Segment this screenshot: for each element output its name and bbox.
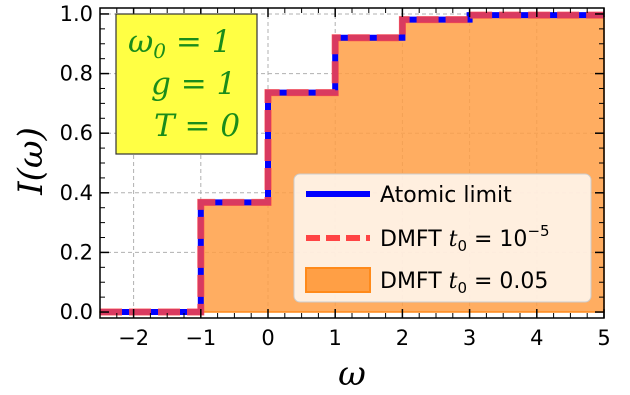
x-tick-label: −1 — [185, 326, 216, 350]
ticks: −2 −1 0 1 2 3 4 5 0.0 0.2 0.4 0.6 0.8 1.0 — [60, 2, 611, 350]
parameter-annotation: ω0 = 1 g = 1 T = 0 — [115, 13, 258, 155]
legend-label-atomic: Atomic limit — [380, 183, 512, 208]
x-tick-label: 3 — [463, 326, 476, 350]
x-tick-label: 1 — [329, 326, 342, 350]
legend: Atomic limit DMFT t0 = 10−5 DMFT t0 = 0.… — [293, 173, 592, 303]
series-line-dmft-small-t0 — [100, 11, 604, 316]
y-tick-label: 0.2 — [60, 240, 93, 264]
annotation-line-g: g = 1 — [151, 66, 236, 102]
y-tick-label: 0.0 — [60, 300, 93, 324]
annotation-line-T: T = 0 — [154, 108, 240, 144]
annotation-line-omega0: ω0 = 1 — [128, 24, 231, 63]
legend-label-dmft-t0-005: DMFT t0 = 0.05 — [380, 269, 548, 297]
x-tick-label: 0 — [261, 326, 274, 350]
y-tick-label: 1.0 — [60, 2, 93, 26]
x-tick-label: −2 — [118, 326, 149, 350]
y-axis-title: I(ω) — [11, 127, 51, 196]
x-axis-title: ω — [338, 354, 366, 390]
x-tick-label: 5 — [597, 326, 610, 350]
line-layer — [100, 11, 604, 316]
y-tick-label: 0.8 — [60, 62, 93, 86]
x-tick-label: 4 — [530, 326, 543, 350]
y-tick-label: 0.6 — [60, 121, 93, 145]
y-tick-label: 0.4 — [60, 181, 93, 205]
annotation-box — [115, 13, 258, 155]
legend-label-dmft-small-t0: DMFT t0 = 10−5 — [380, 222, 550, 255]
x-tick-label: 2 — [396, 326, 409, 350]
legend-swatch-dmft-t0-005 — [305, 267, 371, 293]
